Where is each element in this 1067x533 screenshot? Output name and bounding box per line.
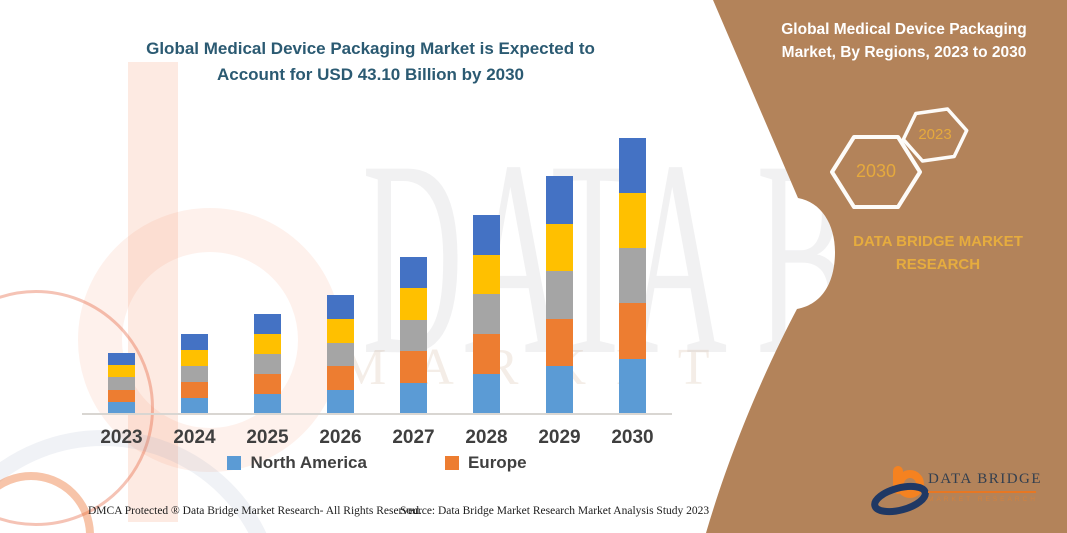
chart-legend: North America Europe xyxy=(85,453,669,473)
bar-segment xyxy=(546,318,573,367)
bar-segment xyxy=(473,334,500,375)
logo-swoosh xyxy=(871,482,929,516)
x-tick-label: 2026 xyxy=(319,427,362,448)
bar-segment xyxy=(254,354,281,375)
chart-title-line1: Global Medical Device Packaging Market i… xyxy=(146,39,595,58)
chart-title-line2: Account for USD 43.10 Billion by 2030 xyxy=(216,65,525,84)
x-tick-label: 2029 xyxy=(538,427,581,448)
bar-segment xyxy=(400,319,427,351)
bar-segment xyxy=(254,394,281,414)
logo-underline xyxy=(928,491,1036,493)
legend-label: North America xyxy=(250,453,367,472)
bar-2030 xyxy=(596,124,669,414)
side-panel-title-line1: Global Medical Device Packaging xyxy=(781,21,1027,38)
stacked-bar-chart: 2023 2024 2025 2026 2027 2028 2029 2030 xyxy=(82,110,672,455)
bar-stack-2023 xyxy=(108,352,135,414)
bar-2025 xyxy=(231,124,304,414)
bar-segment xyxy=(327,390,354,414)
hexagon-2023-label: 2023 xyxy=(918,126,952,143)
bars-area xyxy=(85,124,669,414)
chart-title: Global Medical Device Packaging Market i… xyxy=(88,36,653,88)
x-tick-label: 2030 xyxy=(611,427,654,448)
bar-segment xyxy=(327,366,354,391)
legend-item-north-america: North America xyxy=(227,453,367,473)
bar-segment xyxy=(473,254,500,295)
dmca-notice: DMCA Protected ® Data Bridge Market Rese… xyxy=(88,505,422,517)
bar-2026 xyxy=(304,124,377,414)
bar-segment xyxy=(327,318,354,343)
bar-segment xyxy=(181,365,208,382)
bar-segment xyxy=(546,223,573,272)
bar-segment xyxy=(619,358,646,414)
legend-item-europe: Europe xyxy=(444,453,527,473)
bar-segment xyxy=(400,256,427,288)
bar-segment xyxy=(108,365,135,378)
bar-2024 xyxy=(158,124,231,414)
side-panel-title: Global Medical Device Packaging Market, … xyxy=(748,18,1060,64)
hexagon-2030 xyxy=(830,135,922,209)
x-axis-line xyxy=(82,413,672,415)
x-tick-label: 2024 xyxy=(173,427,216,448)
logo-b-bowl xyxy=(896,470,924,498)
side-panel-polygon xyxy=(706,0,1067,533)
legend-swatch xyxy=(444,456,459,470)
x-axis-labels: 2023 2024 2025 2026 2027 2028 2029 2030 xyxy=(85,427,669,449)
bar-segment xyxy=(619,248,646,304)
bar-segment xyxy=(473,294,500,335)
bar-segment xyxy=(108,389,135,402)
bar-segment xyxy=(108,401,135,414)
logo-tagline: MARKET RESEARCH xyxy=(928,496,1038,503)
bar-segment xyxy=(181,333,208,350)
bar-stack-2024 xyxy=(181,333,208,414)
legend-swatch xyxy=(227,456,242,470)
bar-segment xyxy=(546,271,573,319)
bar-segment xyxy=(619,137,646,193)
bar-segment xyxy=(181,349,208,366)
source-note: Source: Data Bridge Market Research Mark… xyxy=(400,505,710,517)
bar-segment xyxy=(181,381,208,398)
bar-segment xyxy=(473,374,500,414)
bar-stack-2027 xyxy=(400,256,427,414)
bar-2028 xyxy=(450,124,523,414)
x-tick-label: 2023 xyxy=(100,427,143,448)
bar-segment xyxy=(327,295,354,319)
bar-stack-2025 xyxy=(254,314,281,414)
bar-segment xyxy=(473,214,500,255)
bar-stack-2028 xyxy=(473,214,500,414)
bar-segment xyxy=(108,352,135,366)
bar-stack-2030 xyxy=(619,137,646,414)
bar-2029 xyxy=(523,124,596,414)
bar-segment xyxy=(546,366,573,414)
databridge-logo-icon xyxy=(871,466,929,516)
legend-label: Europe xyxy=(467,453,527,472)
brand-wordmark-gold: DATA BRIDGE MARKET RESEARCH xyxy=(853,233,1023,273)
bar-stack-2026 xyxy=(327,295,354,414)
bar-2027 xyxy=(377,124,450,414)
x-tick-label: 2025 xyxy=(246,427,289,448)
x-tick-label: 2027 xyxy=(392,427,435,448)
bar-segment xyxy=(400,288,427,320)
bar-segment xyxy=(400,382,427,414)
bar-segment xyxy=(254,374,281,395)
hexagon-2030-label: 2030 xyxy=(855,161,897,181)
bar-segment xyxy=(546,176,573,224)
bar-segment xyxy=(619,303,646,359)
logo-wordmark: DATA BRIDGE xyxy=(928,471,1043,487)
x-tick-label: 2028 xyxy=(465,427,508,448)
hexagon-2023 xyxy=(901,107,969,163)
bar-segment xyxy=(254,314,281,335)
bar-segment xyxy=(400,351,427,383)
bar-segment xyxy=(181,397,208,414)
bar-2023 xyxy=(85,124,158,414)
bar-stack-2029 xyxy=(546,176,573,414)
bar-segment xyxy=(108,377,135,390)
bar-segment xyxy=(619,192,646,249)
bar-segment xyxy=(254,334,281,355)
bar-segment xyxy=(327,342,354,367)
side-panel-title-line2: Market, By Regions, 2023 to 2030 xyxy=(781,44,1027,61)
